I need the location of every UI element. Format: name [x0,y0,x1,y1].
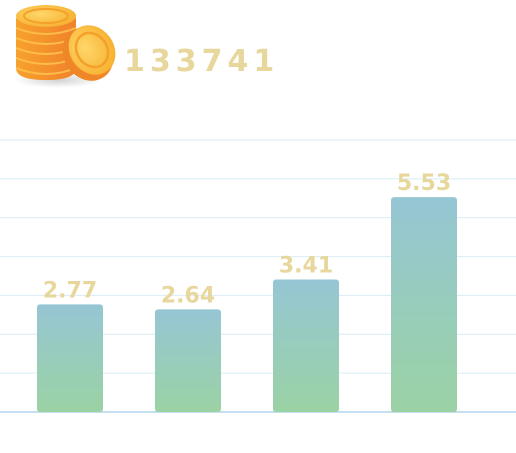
bar [391,197,457,412]
bar-value-label: 2.64 [161,283,215,308]
coin-count: 133741 [124,44,279,79]
bar [155,309,221,412]
bar [37,304,103,412]
coin-stack-icon [6,0,118,90]
bar-value-label: 5.53 [397,171,451,196]
bar [273,279,339,412]
bar-value-label: 3.41 [279,253,333,278]
bar-value-label: 2.77 [43,278,97,303]
